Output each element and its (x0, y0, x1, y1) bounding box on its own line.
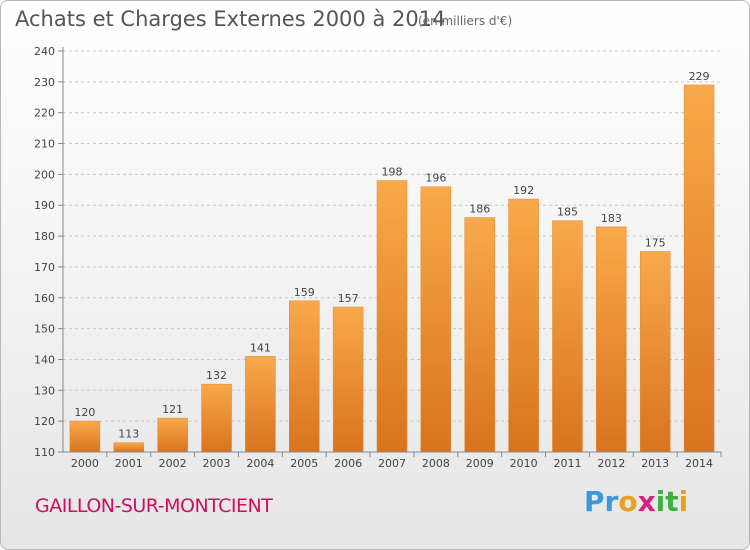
data-label: 157 (338, 292, 359, 305)
bar-2002 (157, 417, 188, 453)
logo-letter: r (604, 485, 619, 518)
x-tick-label: 2005 (290, 457, 318, 470)
x-tick-label: 2004 (246, 457, 274, 470)
x-tick-label: 2000 (71, 457, 99, 470)
data-label: 192 (513, 184, 534, 197)
y-tick-label: 200 (34, 168, 55, 181)
data-label: 121 (162, 403, 183, 416)
data-label: 186 (469, 203, 490, 216)
city-name: GAILLON-SUR-MONTCIENT (35, 495, 273, 517)
data-label: 120 (74, 406, 95, 419)
data-label: 132 (206, 369, 227, 382)
data-label: 159 (294, 286, 315, 299)
x-tick-label: 2012 (597, 457, 625, 470)
data-label: 185 (557, 206, 578, 219)
logo-letter: i (655, 485, 666, 518)
bar-2001 (113, 442, 145, 453)
data-label: 175 (645, 237, 666, 250)
logo-letter: x (637, 485, 656, 518)
chart-title: Achats et Charges Externes 2000 à 2014 (15, 7, 446, 31)
y-tick-label: 170 (34, 261, 55, 274)
x-tick-label: 2009 (466, 457, 494, 470)
data-label: 141 (250, 341, 271, 354)
logo-letter: P (584, 485, 605, 518)
logo-letter: i (678, 485, 689, 518)
x-tick-label: 2001 (115, 457, 143, 470)
data-label: 196 (425, 172, 446, 185)
x-tick-label: 2008 (422, 457, 450, 470)
logo-letter: t (665, 485, 679, 518)
data-label: 113 (118, 428, 139, 441)
y-tick-label: 210 (34, 138, 55, 151)
bar-2010 (508, 198, 539, 453)
proxiti-logo: Proxiti (584, 485, 688, 518)
bar-2005 (289, 300, 320, 453)
x-tick-label: 2002 (159, 457, 187, 470)
data-labels: 120 113 121 132 141 159 157 198 196 186 192 185 183 1… (74, 70, 709, 441)
data-label: 183 (601, 212, 622, 225)
axes: 110 120 130 140 150 160 170 180 190 200 210 220 230 2… (34, 45, 722, 470)
x-tick-label: 2007 (378, 457, 406, 470)
x-tick-label: 2011 (553, 457, 581, 470)
logo-letter: o (618, 485, 638, 518)
bar-2000 (69, 420, 101, 453)
bar-2007 (376, 180, 408, 453)
x-tick-label: 2003 (203, 457, 231, 470)
bar-2009 (464, 217, 495, 453)
y-tick-label: 230 (34, 76, 55, 89)
y-tick-label: 190 (34, 199, 55, 212)
bar-2014 (683, 84, 715, 453)
bar-2004 (245, 356, 276, 453)
y-tick-label: 120 (34, 415, 55, 428)
bar-2013 (639, 251, 671, 453)
y-tick-label: 180 (34, 230, 55, 243)
data-label: 198 (382, 166, 403, 179)
y-tick-label: 150 (34, 323, 55, 336)
bar-2008 (420, 186, 452, 453)
bar-2012 (596, 226, 627, 453)
x-tick-label: 2010 (510, 457, 538, 470)
y-tick-label: 220 (34, 107, 55, 120)
chart-subtitle: (en milliers d'€) (418, 14, 513, 28)
x-tick-label: 2014 (685, 457, 713, 470)
x-tick-label: 2013 (641, 457, 669, 470)
bar-2006 (332, 306, 364, 453)
bar-2003 (201, 383, 232, 453)
y-tick-label: 110 (34, 446, 55, 459)
data-label: 229 (689, 70, 710, 83)
y-tick-label: 240 (34, 45, 55, 58)
y-tick-label: 130 (34, 384, 55, 397)
y-tick-label: 160 (34, 292, 55, 305)
y-tick-label: 140 (34, 353, 55, 366)
x-tick-label: 2006 (334, 457, 362, 470)
bar-2011 (552, 220, 583, 453)
bars (69, 84, 715, 453)
